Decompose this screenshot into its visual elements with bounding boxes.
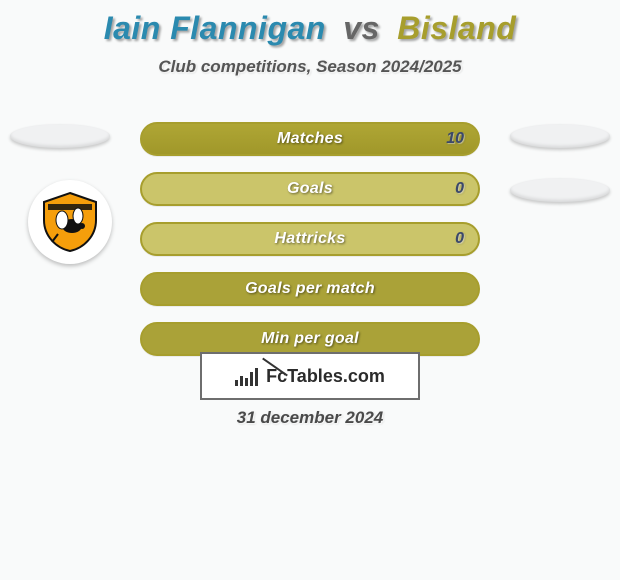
player2-name: Bisland (397, 10, 516, 46)
stat-label: Matches (142, 124, 478, 154)
stat-value: 0 (455, 174, 464, 204)
vs-text: vs (343, 10, 380, 46)
footer-date: 31 december 2024 (0, 408, 620, 428)
comparison-title: Iain Flannigan vs Bisland (0, 0, 620, 47)
stat-value: 0 (455, 224, 464, 254)
stat-label: Min per goal (142, 324, 478, 354)
right-placeholder-ellipse-1 (510, 124, 610, 148)
brand-text: FcTables.com (266, 366, 385, 387)
stat-row-goals: Goals 0 (140, 172, 480, 206)
player1-name: Iain Flannigan (104, 10, 326, 46)
club-badge (28, 180, 112, 264)
stat-row-matches: Matches 10 (140, 122, 480, 156)
left-placeholder-ellipse (10, 124, 110, 148)
stat-row-hattricks: Hattricks 0 (140, 222, 480, 256)
stat-value: 10 (446, 124, 464, 154)
stat-row-goals-per-match: Goals per match (140, 272, 480, 306)
stat-label: Hattricks (142, 224, 478, 254)
brand-bars-icon (235, 366, 258, 386)
stat-label: Goals per match (142, 274, 478, 304)
stat-pill-list: Matches 10 Goals 0 Hattricks 0 Goals per… (140, 122, 480, 372)
stat-row-min-per-goal: Min per goal (140, 322, 480, 356)
brand-box[interactable]: FcTables.com (200, 352, 420, 400)
subtitle: Club competitions, Season 2024/2025 (0, 57, 620, 77)
stat-label: Goals (142, 174, 478, 204)
right-placeholder-ellipse-2 (510, 178, 610, 202)
club-badge-icon (38, 190, 102, 254)
